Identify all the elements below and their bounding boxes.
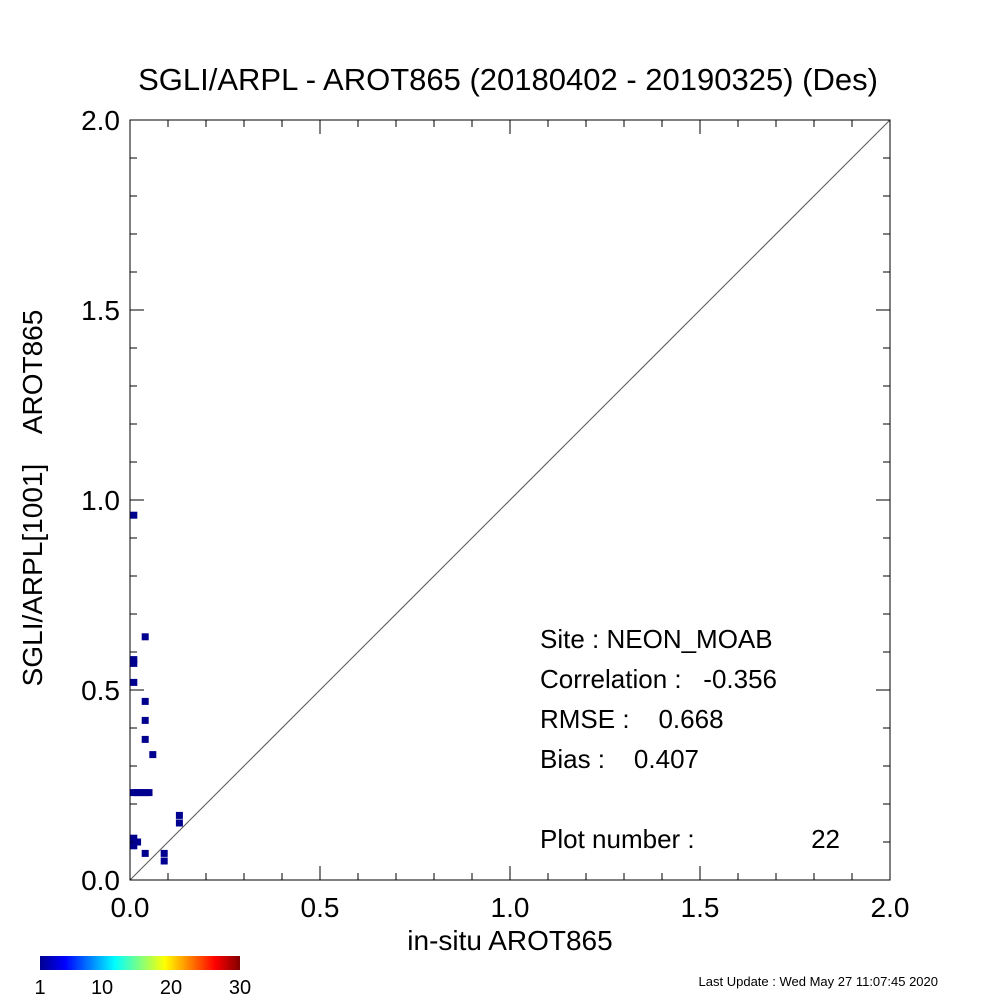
data-point (160, 849, 168, 857)
y-axis-label: SGLI/ARPL[1001] AROT865 (17, 310, 48, 687)
y-tick-label: 0.5 (81, 675, 120, 706)
x-tick-label: 0.0 (111, 892, 150, 923)
x-tick-label: 0.5 (301, 892, 340, 923)
data-point (175, 819, 183, 827)
stats-annotations: Site : NEON_MOAB Correlation : -0.356 RM… (540, 624, 840, 854)
colorbar: 1 10 20 30 (34, 956, 251, 999)
data-point (141, 633, 149, 641)
data-points (130, 511, 183, 865)
data-point (141, 735, 149, 743)
rmse-annotation: RMSE : 0.668 (540, 704, 724, 734)
plot-number-value: 22 (811, 824, 840, 854)
data-point (130, 659, 138, 667)
y-tick-label: 1.0 (81, 485, 120, 516)
data-point (134, 838, 142, 846)
x-tick-label: 2.0 (871, 892, 910, 923)
colorbar-tick-label: 30 (229, 977, 251, 999)
data-point (137, 789, 145, 797)
data-point (130, 511, 138, 519)
data-point (160, 857, 168, 865)
plot-number-label: Plot number : (540, 824, 695, 854)
data-point (149, 751, 157, 759)
data-point (130, 678, 138, 686)
data-point (175, 811, 183, 819)
site-annotation: Site : NEON_MOAB (540, 624, 773, 654)
colorbar-tick-label: 20 (160, 977, 182, 999)
data-point (130, 656, 138, 664)
data-point (130, 842, 138, 850)
last-update-text: Last Update : Wed May 27 11:07:45 2020 (699, 974, 938, 989)
data-point (134, 789, 142, 797)
colorbar-gradient (40, 956, 240, 970)
y-tick-label: 0.0 (81, 865, 120, 896)
data-point (141, 716, 149, 724)
y-tick-label: 1.5 (81, 295, 120, 326)
plot-axes: 0.00.0 0.5 0.5 1.0 1.0 1.5 1.5 2.0 2.0 (81, 105, 909, 923)
data-point (141, 697, 149, 705)
colorbar-tick-label: 1 (34, 977, 45, 999)
colorbar-tick-label: 10 (91, 977, 113, 999)
data-point (145, 789, 153, 797)
y-tick-label: 2.0 (81, 105, 120, 136)
bias-annotation: Bias : 0.407 (540, 744, 699, 774)
data-point (141, 789, 149, 797)
data-point (130, 789, 138, 797)
one-to-one-line (129, 119, 891, 881)
x-axis-label: in-situ AROT865 (407, 925, 612, 956)
x-tick-label: 1.0 (491, 892, 530, 923)
chart-title: SGLI/ARPL - AROT865 (20180402 - 20190325… (138, 62, 878, 97)
correlation-annotation: Correlation : -0.356 (540, 664, 777, 694)
data-point (130, 834, 138, 842)
data-point (141, 849, 149, 857)
x-tick-label: 1.5 (681, 892, 720, 923)
